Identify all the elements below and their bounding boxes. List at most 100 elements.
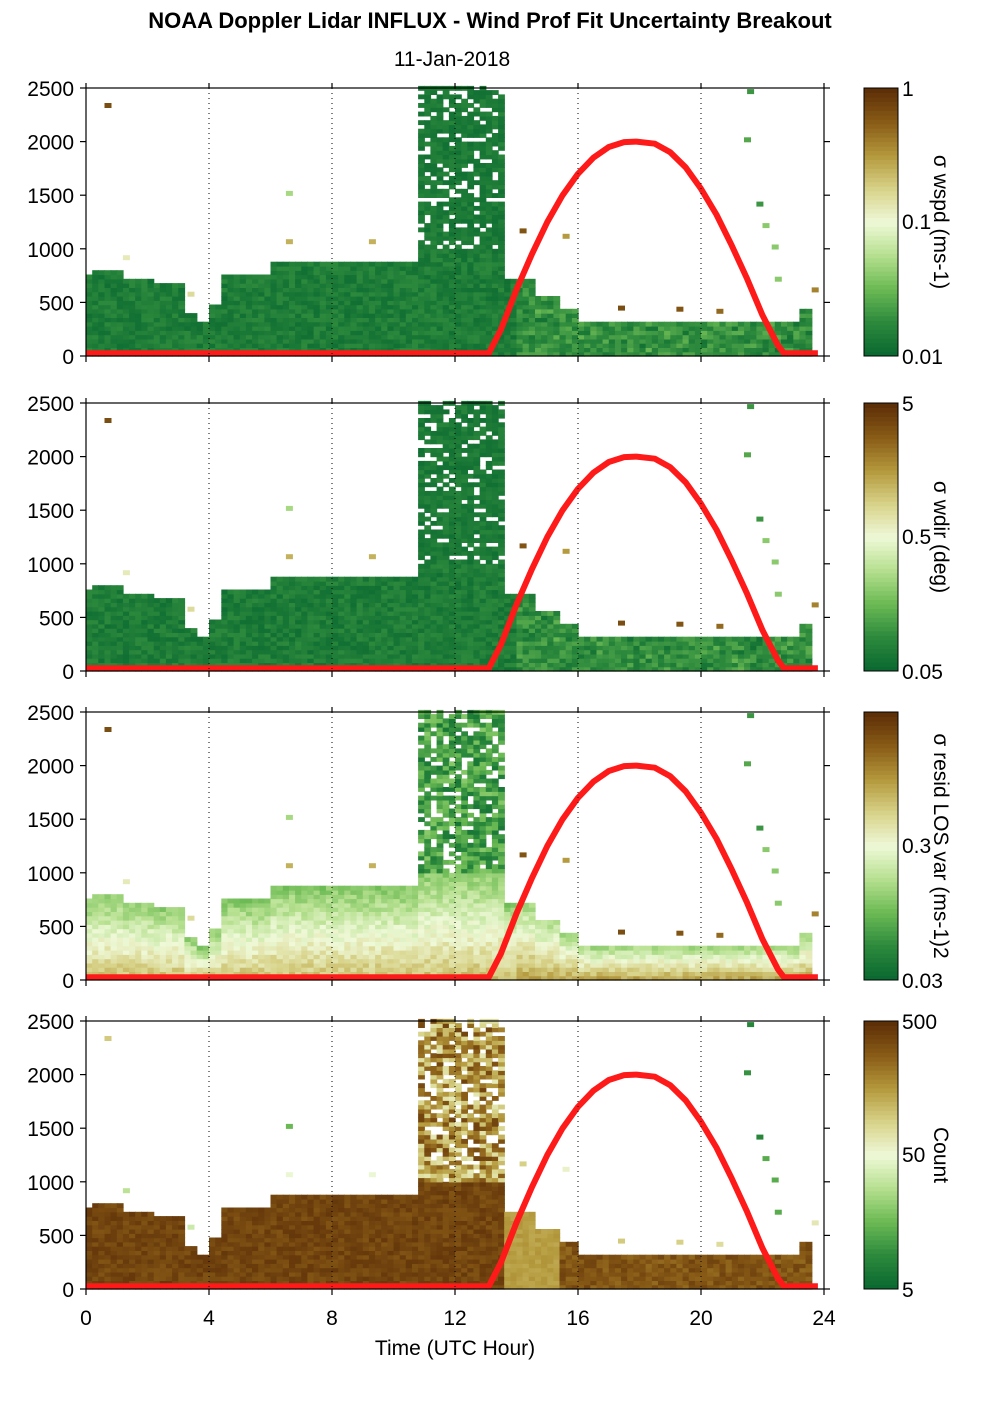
heatmap-cell	[418, 145, 425, 151]
heatmap-cell	[147, 278, 155, 284]
heatmap-cell	[313, 300, 321, 306]
heatmap-cell	[172, 330, 179, 336]
heatmap-cell	[519, 543, 527, 549]
heatmap-cell	[295, 274, 302, 280]
heatmap-cell	[498, 98, 505, 104]
heatmap-cell	[418, 529, 425, 535]
heatmap-cell	[461, 141, 468, 147]
heatmap-cell	[375, 581, 382, 586]
heatmap-cell	[498, 227, 505, 233]
heatmap-cell	[110, 278, 118, 284]
heatmap-cell	[412, 641, 419, 646]
heatmap-cell	[153, 623, 161, 629]
heatmap-cell	[98, 606, 106, 612]
heatmap-cell	[86, 662, 93, 668]
heatmap-cell	[473, 90, 481, 95]
heatmap-cell	[196, 658, 204, 663]
heatmap-cell	[436, 287, 444, 293]
heatmap-cell	[461, 210, 468, 216]
heatmap-cell	[621, 351, 628, 357]
heatmap-cell	[239, 611, 247, 616]
heatmap-cell	[405, 628, 413, 633]
heatmap-cell	[338, 619, 345, 625]
heatmap-cell	[430, 658, 438, 663]
heatmap-cell	[86, 632, 93, 638]
heatmap-cell	[172, 326, 179, 331]
heatmap-cell	[233, 321, 241, 327]
heatmap-cell	[424, 321, 432, 327]
heatmap-cell	[110, 300, 118, 306]
heatmap-cell	[473, 443, 481, 449]
heatmap-cell	[412, 274, 419, 280]
heatmap-cell	[485, 330, 493, 336]
heatmap-cell	[448, 430, 456, 436]
heatmap-cell	[430, 283, 438, 288]
heatmap-cell	[436, 435, 444, 441]
heatmap-cell	[387, 326, 395, 331]
heatmap-cell	[418, 283, 425, 288]
heatmap-cell	[491, 351, 499, 357]
heatmap-cell	[159, 304, 167, 310]
heatmap-cell	[289, 585, 296, 591]
heatmap-cell	[479, 546, 487, 552]
heatmap-cell	[467, 90, 475, 95]
heatmap-cell	[412, 304, 419, 310]
heatmap-cell	[245, 645, 253, 651]
heatmap-cell	[448, 628, 456, 633]
heatmap-cell	[762, 538, 770, 544]
heatmap-cell	[165, 347, 173, 353]
heatmap-cell	[498, 550, 505, 556]
heatmap-cell	[381, 266, 388, 271]
heatmap-cell	[344, 623, 352, 629]
heatmap-cell	[541, 653, 548, 659]
heatmap-cell	[602, 636, 610, 642]
heatmap-cell	[141, 598, 149, 603]
heatmap-cell	[658, 641, 665, 646]
heatmap-cell	[270, 296, 278, 301]
heatmap-cell	[467, 235, 475, 241]
heatmap-cell	[498, 426, 505, 432]
heatmap-cell	[325, 602, 333, 608]
heatmap-cell	[325, 278, 333, 284]
heatmap-cell	[227, 300, 235, 306]
heatmap-cell	[651, 636, 659, 642]
heatmap-cell	[614, 653, 622, 659]
heatmap-cell	[92, 894, 99, 900]
heatmap-cell	[510, 334, 518, 340]
heatmap-cell	[614, 347, 622, 353]
heatmap-cell	[116, 611, 124, 616]
heatmap-cell	[559, 653, 567, 659]
heatmap-cell	[319, 308, 327, 314]
heatmap-cell	[676, 334, 684, 340]
heatmap-cell	[491, 636, 499, 642]
heatmap-cell	[393, 662, 401, 668]
colorbar-swatch	[864, 293, 898, 299]
heatmap-cell	[799, 317, 807, 323]
heatmap-cell	[430, 145, 438, 151]
heatmap-cell	[559, 330, 567, 336]
heatmap-cell	[442, 473, 450, 479]
heatmap-cell	[362, 274, 370, 280]
heatmap-cell	[418, 137, 425, 143]
heatmap-cell	[467, 435, 475, 441]
heatmap-cell	[430, 253, 438, 258]
heatmap-cell	[178, 334, 186, 340]
heatmap-cell	[98, 589, 106, 595]
heatmap-cell	[565, 641, 573, 646]
heatmap-cell	[418, 512, 425, 518]
heatmap-cell	[141, 304, 149, 310]
heatmap-cell	[104, 894, 112, 900]
heatmap-cell	[467, 615, 475, 621]
heatmap-cell	[245, 330, 253, 336]
heatmap-cell	[86, 589, 93, 595]
heatmap-cell	[485, 533, 493, 539]
heatmap-cell	[479, 503, 487, 509]
heatmap-cell	[535, 611, 542, 616]
heatmap-cell	[141, 628, 149, 633]
heatmap-cell	[362, 338, 370, 344]
heatmap-cell	[405, 606, 413, 612]
heatmap-cell	[289, 589, 296, 595]
heatmap-cell	[491, 628, 499, 633]
heatmap-cell	[147, 623, 155, 629]
heatmap-cell	[633, 636, 641, 642]
